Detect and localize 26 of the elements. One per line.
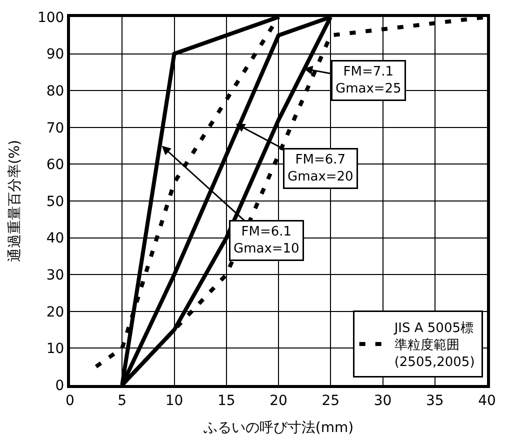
x-tick-label: 0 — [66, 392, 74, 409]
y-tick-label: 30 — [46, 268, 64, 284]
x-axis-title: ふるいの呼び寸法(mm) — [202, 420, 354, 436]
annotation: FM=6.1 Gmax=10 — [234, 224, 300, 256]
y-axis-title: 通過重量百分率(%) — [7, 140, 24, 262]
y-tick-label: 0 — [55, 378, 64, 394]
y-tick-label: 40 — [46, 230, 64, 247]
x-tick-label: 10 — [165, 392, 184, 409]
y-tick-label: 100 — [37, 10, 64, 26]
x-tick-label: 40 — [478, 392, 496, 409]
y-tick-label: 60 — [46, 157, 64, 174]
legend-label: JIS A 5005標準粒度範囲 (2505,2005) — [393, 321, 475, 370]
y-tick-label: 90 — [46, 46, 64, 63]
y-tick-label: 20 — [46, 304, 64, 320]
x-tick-label: 20 — [270, 392, 288, 409]
y-tick-label: 80 — [46, 84, 64, 100]
annotation: FM=6.7 Gmax=20 — [288, 152, 354, 184]
x-tick-label: 25 — [322, 392, 340, 409]
annotation: FM=7.1 Gmax=25 — [336, 64, 402, 96]
y-tick-label: 50 — [46, 194, 64, 210]
x-tick-label: 35 — [426, 392, 444, 409]
x-tick-label: 15 — [217, 392, 236, 409]
y-tick-label: 70 — [46, 120, 64, 136]
x-tick-label: 5 — [118, 392, 127, 409]
y-tick-label: 10 — [46, 341, 64, 358]
x-tick-label: 30 — [374, 392, 392, 409]
